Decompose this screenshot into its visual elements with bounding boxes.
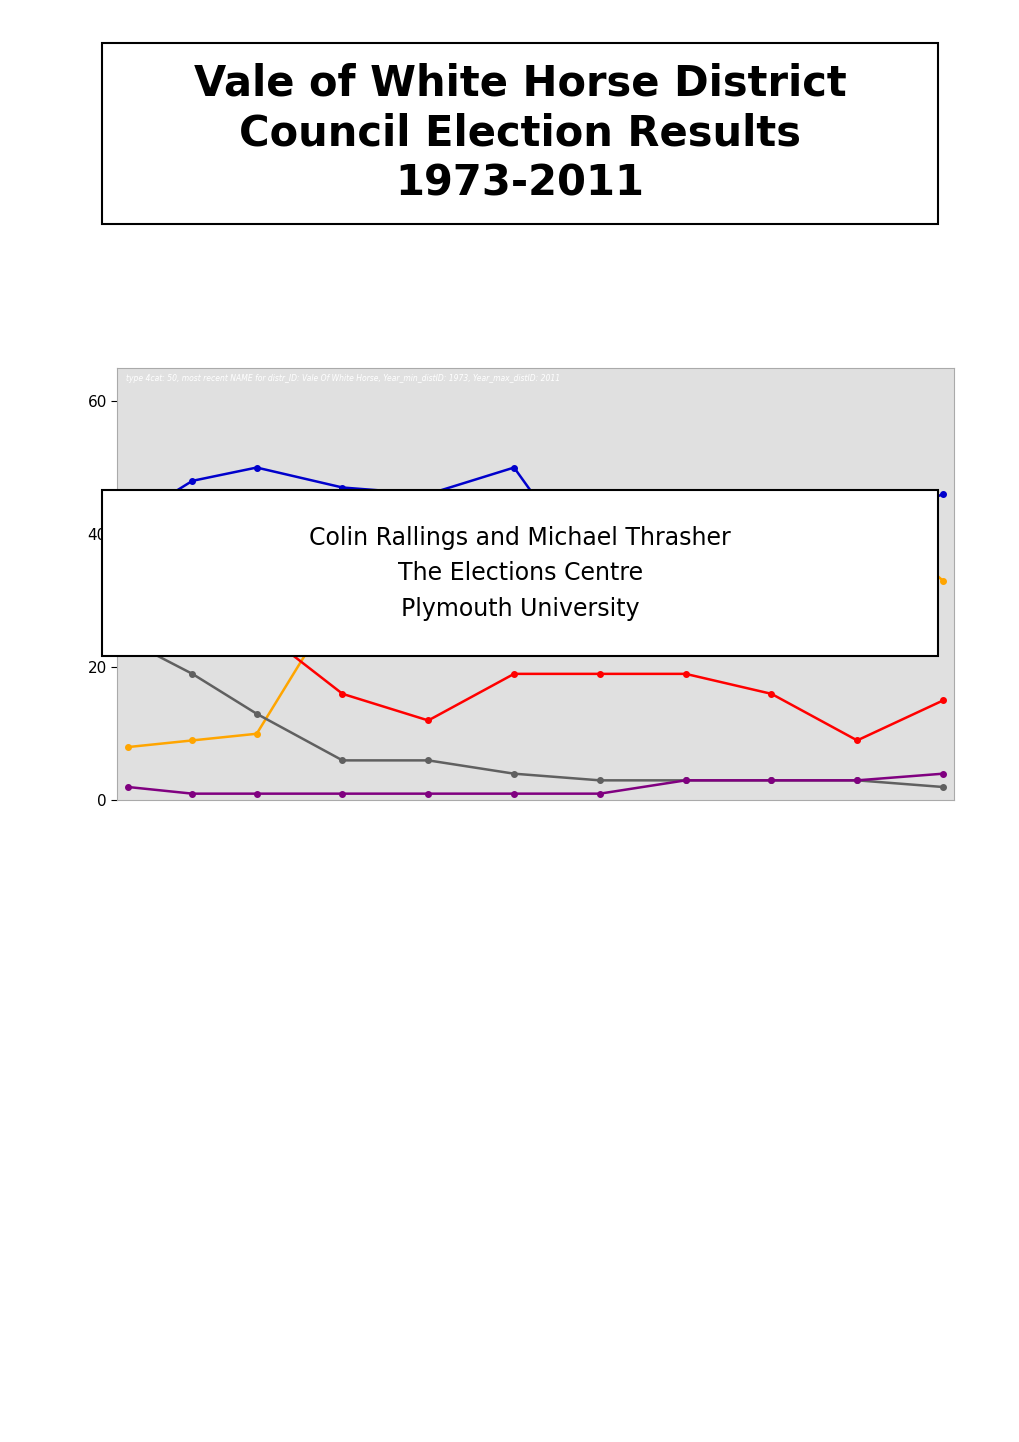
Text: type 4cat: 50, most recent NAME for distr_ID: Vale Of White Horse, Year_min_dist: type 4cat: 50, most recent NAME for dist… — [125, 375, 559, 384]
Text: Vale of White Horse District
Council Election Results
1973-2011: Vale of White Horse District Council Ele… — [194, 62, 846, 205]
Text: Colin Rallings and Michael Thrasher
The Elections Centre
Plymouth University: Colin Rallings and Michael Thrasher The … — [309, 526, 731, 620]
FancyBboxPatch shape — [102, 43, 937, 224]
FancyBboxPatch shape — [102, 490, 937, 656]
